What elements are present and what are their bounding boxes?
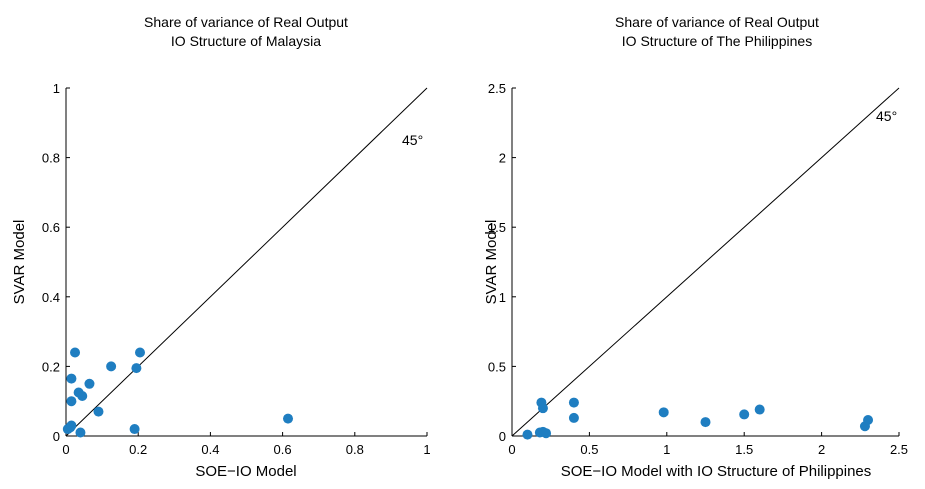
y-tick-label: 0.8 — [42, 151, 60, 166]
x-tick-label: 1 — [663, 442, 670, 457]
x-tick-label: 0 — [62, 442, 69, 457]
scatter-point — [658, 407, 669, 418]
x-tick-label: 1.5 — [735, 442, 753, 457]
scatter-point — [863, 414, 874, 425]
scatter-point — [129, 424, 140, 435]
scatter-point — [66, 420, 77, 431]
chart-title-line-1: Share of variance of Real Output — [144, 14, 348, 30]
scatter-point — [754, 404, 765, 415]
reference-45-degree-line — [511, 87, 900, 437]
scatter-point — [75, 427, 86, 438]
chart-title-line-2: IO Structure of Malaysia — [171, 33, 321, 49]
y-tick-label: 0.5 — [488, 359, 506, 374]
x-tick-label: 0.2 — [129, 442, 147, 457]
x-axis-label: SOE−IO Model — [195, 463, 296, 480]
chart-title-line-1: Share of variance of Real Output — [615, 14, 819, 30]
y-tick-label: 0 — [53, 429, 60, 444]
scatter-point — [568, 397, 579, 408]
x-tick-label: 1 — [423, 442, 430, 457]
scatter-point — [522, 429, 533, 440]
x-tick-label: 2 — [818, 442, 825, 457]
scatter-point — [66, 373, 77, 384]
x-tick-label: 0.8 — [346, 442, 364, 457]
scatter-point — [135, 347, 146, 358]
chart-panel-malaysia: Share of variance of Real Output IO Stru… — [11, 14, 431, 480]
y-tick-label: 0 — [499, 429, 506, 444]
x-tick-label: 0 — [508, 442, 515, 457]
reference-line-label: 45° — [876, 108, 897, 124]
y-tick-label: 0.4 — [42, 290, 60, 305]
y-tick-label: 0.6 — [42, 220, 60, 235]
scatter-point — [84, 378, 95, 389]
x-tick-label: 2.5 — [890, 442, 908, 457]
reference-45-degree-line — [65, 87, 428, 437]
scatter-point — [541, 428, 552, 439]
chart-panel-philippines: Share of variance of Real Output IO Stru… — [483, 14, 908, 480]
scatter-point — [283, 413, 294, 424]
y-axis-label: SVAR Model — [483, 220, 500, 305]
scatter-point — [700, 417, 711, 428]
x-axis-label: SOE−IO Model with IO Structure of Philip… — [561, 463, 872, 480]
scatter-point — [739, 409, 750, 420]
x-tick-label: 0.5 — [580, 442, 598, 457]
scatter-point — [131, 363, 142, 374]
y-tick-label: 1.5 — [488, 220, 506, 235]
reference-line-label: 45° — [402, 132, 423, 148]
scatter-point — [93, 406, 104, 417]
scatter-point — [77, 390, 88, 401]
scatter-point — [70, 347, 81, 358]
y-tick-label: 2.5 — [488, 81, 506, 96]
y-tick-label: 2 — [499, 151, 506, 166]
scatter-point — [106, 361, 117, 372]
y-tick-label: 1 — [499, 290, 506, 305]
scatter-point — [537, 403, 548, 414]
x-tick-label: 0.6 — [274, 442, 292, 457]
chart-title-line-2: IO Structure of The Philippines — [622, 33, 812, 49]
y-tick-label: 1 — [53, 81, 60, 96]
x-tick-label: 0.4 — [201, 442, 219, 457]
scatter-point — [66, 396, 77, 407]
scatter-point — [568, 412, 579, 423]
y-tick-label: 0.2 — [42, 359, 60, 374]
y-axis-label: SVAR Model — [11, 220, 28, 305]
